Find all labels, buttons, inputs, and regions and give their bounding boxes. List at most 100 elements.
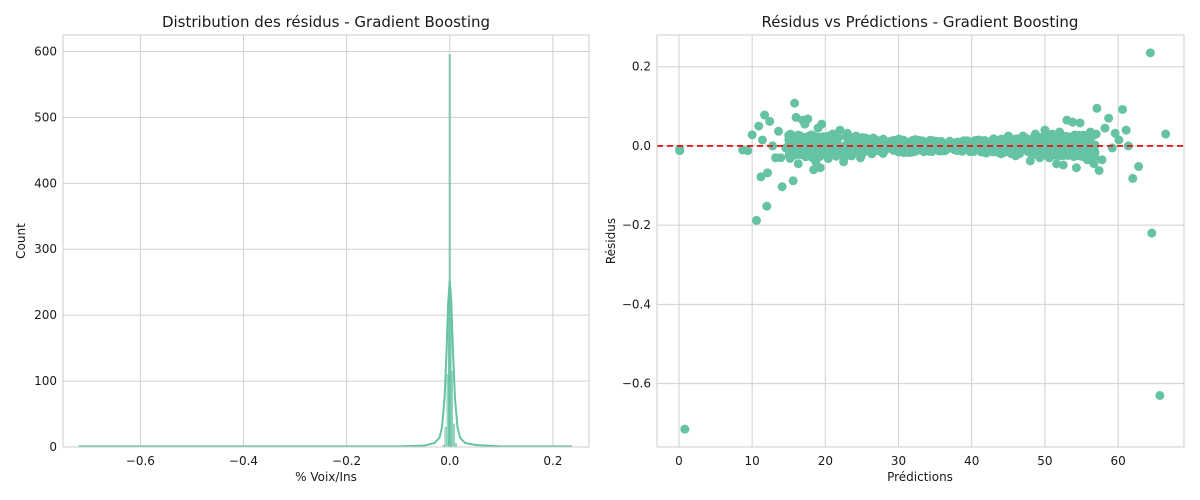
right-chart-title: Résidus vs Prédictions - Gradient Boosti… [762,13,1079,31]
scatter-point [1079,133,1089,143]
scatter-point [879,147,889,157]
scatter-point [774,126,784,136]
scatter-point [996,149,1006,159]
right-tick-labels: 0 10 20 30 40 50 60 −0.6 −0.4 −0.2 0.0 0.2 [622,60,1126,468]
scatter-point [765,116,775,126]
scatter-point [866,148,876,158]
scatter-point [1110,128,1120,138]
kde-curve [78,280,572,448]
scatter-point [1022,145,1032,155]
scatter-point [839,157,849,167]
scatter-point [757,135,767,145]
scatter-point [923,145,933,155]
scatter-point [831,151,841,161]
histogram-bar [444,426,447,448]
scatter-point [784,147,794,157]
left-y-axis-label: Count [14,223,28,259]
right-x-tick-label: 10 [745,454,760,468]
scatter-point [1018,131,1028,141]
left-gridlines [63,35,589,448]
scatter-point [1082,155,1092,165]
scatter-point [793,159,803,169]
scatter-point [1089,159,1099,169]
scatter-point [752,215,762,225]
scatter-point [790,98,800,108]
scatter-point [937,145,947,155]
scatter-point [1100,123,1110,133]
scatter-point [989,134,999,144]
scatter-point [1118,104,1128,114]
right-y-tick-label: −0.6 [622,377,651,391]
histogram-bar [450,370,453,448]
scatter-point [815,163,825,173]
left-x-tick-label: −0.4 [229,454,258,468]
scatter-point [803,114,813,124]
scatter-point [1128,173,1138,183]
left-y-tick-label: 600 [34,44,57,58]
right-y-tick-label: 0.2 [632,60,651,74]
left-marks [78,54,572,448]
scatter-point [1003,131,1013,141]
scatter-point [819,143,829,153]
scatter-point [785,129,795,139]
scatter-point [1047,129,1057,139]
scatter-point [806,130,816,140]
scatter-point [763,168,773,178]
left-y-tick-label: 100 [34,374,57,388]
scatter-point [1011,151,1021,161]
scatter-point [1104,113,1114,123]
scatter-point [776,153,786,163]
scatter-point [817,119,827,129]
histogram-bar [452,423,455,448]
left-x-axis-label: % Voix/Ins [295,470,357,484]
right-y-tick-label: −0.2 [622,218,651,232]
scatter-point [1097,155,1107,165]
left-chart-title: Distribution des résidus - Gradient Boos… [162,13,490,31]
left-y-tick-label: 500 [34,110,57,124]
scatter-point [1145,48,1155,58]
scatter-point [1025,156,1035,166]
scatter-point [861,133,871,143]
scatter-point [1075,149,1085,159]
scatter-point [762,201,772,211]
scatter-plot: Résidus vs Prédictions - Gradient Boosti… [604,13,1185,484]
right-y-tick-label: −0.4 [622,297,651,311]
scatter-point [872,135,882,145]
scatter-point [1161,129,1171,139]
scatter-point [930,136,940,146]
scatter-point [675,146,685,156]
left-x-tick-label: −0.6 [126,454,155,468]
scatter-point [1058,160,1068,170]
scatter-point [1107,143,1117,153]
scatter-point [851,131,861,141]
scatter-point [680,424,690,434]
scatter-point [1147,228,1157,238]
right-x-tick-label: 30 [891,454,906,468]
scatter-point [1055,127,1065,137]
scatter-point [756,172,766,182]
scatter-point [1071,163,1081,173]
scatter-point [855,153,865,163]
scatter-point [1035,153,1045,163]
scatter-point [1081,142,1091,152]
scatter-point [1085,127,1095,137]
scatter-point [966,137,976,147]
scatter-point [743,146,753,156]
left-x-tick-label: 0.2 [543,454,562,468]
right-plot-frame [656,34,1185,448]
right-y-tick-label: 0.0 [632,139,651,153]
right-marks [657,48,1184,434]
right-x-tick-label: 50 [1037,454,1052,468]
scatter-point [835,125,845,135]
right-x-tick-label: 40 [964,454,979,468]
scatter-point [754,121,764,131]
scatter-point [1030,129,1040,139]
scatter-point [842,128,852,138]
scatter-point [997,135,1007,145]
scatter-point [1044,153,1054,163]
scatter-point [1075,118,1085,128]
scatter-point [1055,151,1065,161]
scatter-point [974,135,984,145]
scatter-point [945,136,955,146]
histogram-plot: Distribution des résidus - Gradient Boos… [14,13,590,484]
